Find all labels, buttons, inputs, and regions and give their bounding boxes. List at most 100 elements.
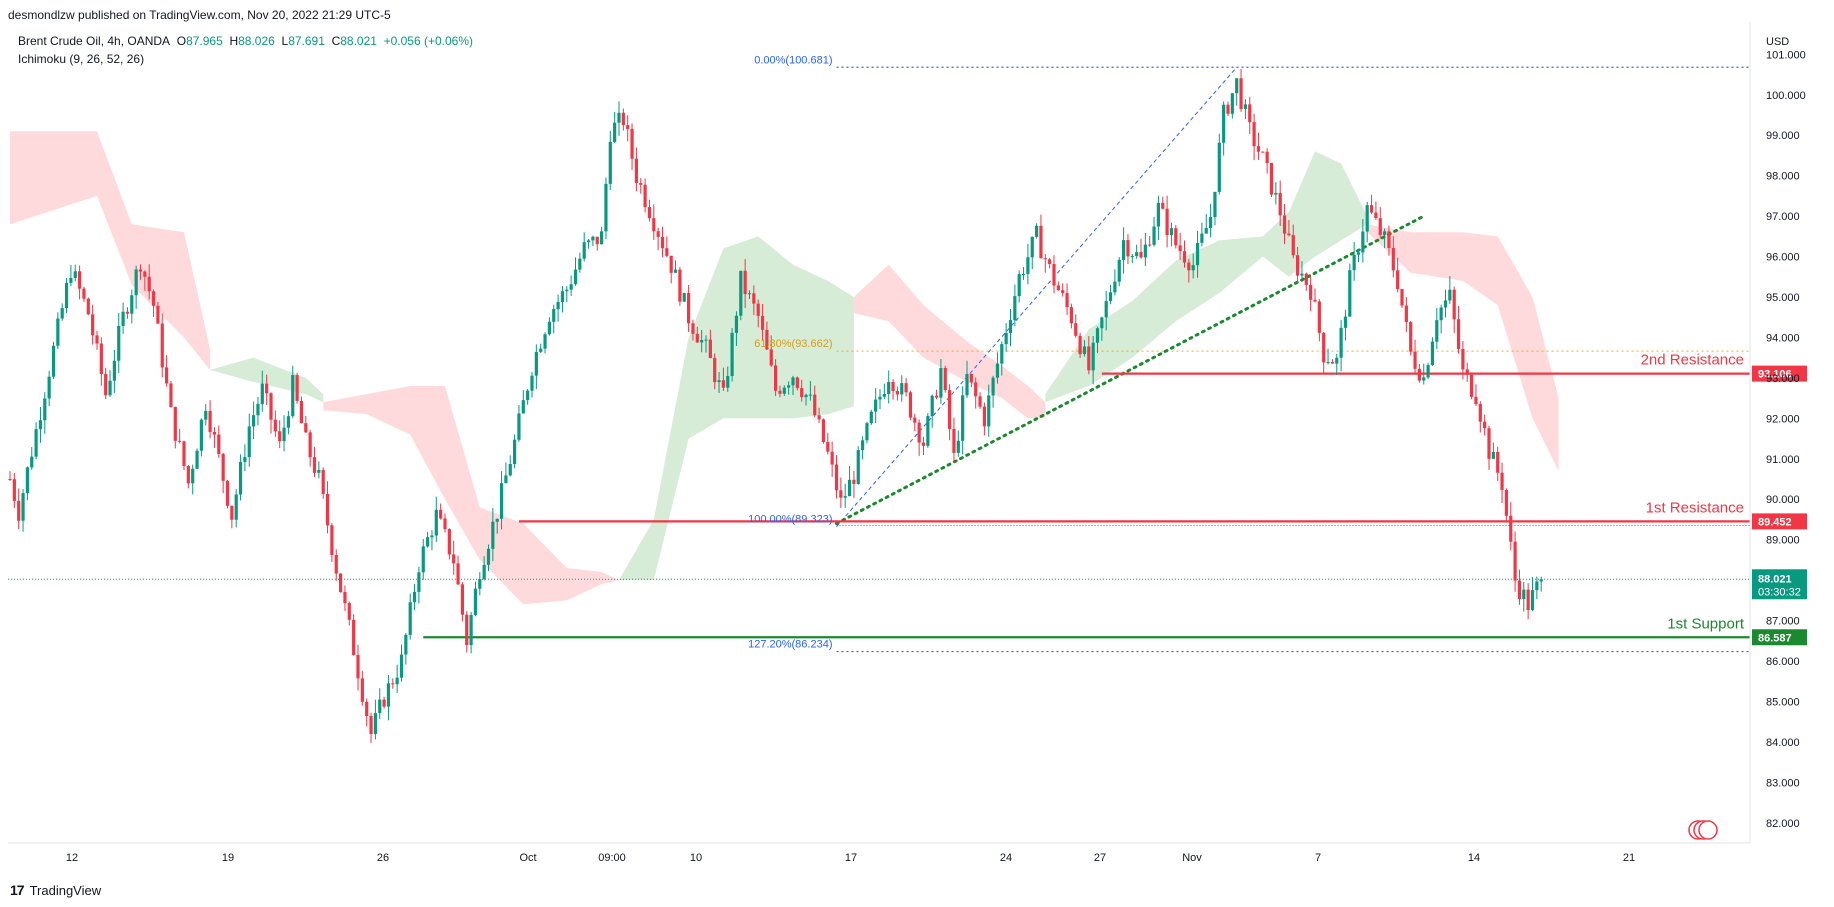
candle-body [1539,579,1543,582]
y-tick-label: 83.000 [1766,777,1800,789]
indicator-legend[interactable]: Ichimoku (9, 26, 52, 26) [18,52,144,66]
candle-body [386,683,391,707]
candle-body [1139,252,1143,258]
symbol-name[interactable]: Brent Crude Oil, 4h, OANDA [18,34,171,48]
candle-body [865,423,869,441]
candle-body [8,479,12,481]
candle-body [1496,451,1500,473]
candle-body [569,284,573,290]
candle-body [1522,589,1526,599]
candle-body [982,406,986,427]
candle-body [282,427,286,442]
x-tick-label: 7 [1315,852,1321,864]
candle-body [1209,217,1213,229]
candle-body [647,207,652,219]
candle-body [1152,226,1156,245]
candle-body [382,699,386,707]
candle-body [491,521,495,549]
candle-body [778,390,782,394]
candle-body [1113,281,1117,293]
candle-body [1226,104,1230,114]
candle-body [700,340,704,343]
candle-body [352,619,356,656]
candle-body [839,490,843,498]
candle-body [1095,328,1100,343]
candle-body [47,376,51,399]
candle-body [426,537,430,547]
candle-body [1078,335,1082,355]
candle-body [995,363,1000,378]
candle-body [717,380,721,383]
candle-body [1143,244,1147,258]
candle-body [1039,225,1043,259]
candle-body [708,339,712,359]
candle-body [17,500,21,521]
x-tick-label: 09:00 [598,852,626,864]
candle-body [1026,257,1030,274]
candle-body [117,326,121,361]
cloud-segment-bear [323,385,619,605]
candle-body [1061,290,1065,294]
candle-body [1474,396,1478,405]
candle-body [1535,581,1539,591]
candle-body [560,291,565,302]
candle-body [774,365,778,391]
candle-body [460,584,464,615]
event-flag-icon[interactable] [1688,820,1718,840]
candle-body [1356,252,1361,255]
candle-body [1330,362,1334,364]
level-annotation: 1st Support [1667,615,1745,632]
candle-body [1413,351,1417,369]
candle-body [373,713,377,734]
candle-body [1178,245,1182,252]
candle-body [1035,225,1039,237]
indicator-name[interactable]: Ichimoku (9, 26, 52, 26) [18,52,145,66]
candle-body [769,349,773,366]
low-value: 87.691 [288,34,325,48]
candle-body [1374,212,1378,219]
last-price-tag-bg [1752,569,1807,600]
y-tick-label: 93.000 [1766,373,1800,385]
candle-body [1261,151,1265,153]
candle-body [312,457,317,473]
symbol-legend[interactable]: Brent Crude Oil, 4h, OANDA O87.965 H88.0… [18,34,473,48]
level-price-tag-bg [1752,629,1807,646]
candle-body [908,392,913,418]
cloud-segment-bull [1045,151,1368,403]
candle-body [543,334,547,349]
candle-body [221,453,225,481]
candle-body [195,450,199,469]
level-price-tag-bg [1752,365,1807,382]
candle-body [1204,228,1208,234]
candle-body [817,415,821,420]
candle-body [399,654,404,678]
fib-label: 127.20%(86.234) [748,639,832,651]
footer-brand[interactable]: 17 TradingView [10,882,101,898]
candle-body [1461,348,1465,370]
candle-body [760,315,765,330]
candle-body [151,291,156,306]
candle-body [143,271,147,277]
candle-body [1043,258,1047,260]
candle-body [499,483,504,519]
candle-body [626,125,630,129]
candle-body [391,683,395,685]
candle-body [987,395,991,427]
fib-label: 61.80%(93.662) [754,338,832,350]
y-tick-label: 100.000 [1766,90,1806,102]
candle-body [1122,240,1126,260]
candle-body [1187,262,1191,271]
candle-body [104,373,108,396]
candle-body [1313,299,1317,302]
level-price-tag-text: 86.587 [1758,632,1792,644]
level-annotation: 2nd Resistance [1641,352,1744,369]
candle-body [1004,332,1008,345]
candle-body [800,388,804,398]
candle-body [21,493,25,521]
candle-body [1391,248,1395,271]
y-tick-label: 89.000 [1766,535,1800,547]
candle-body [1396,270,1400,289]
candle-body [252,415,256,427]
candle-body [182,441,186,466]
